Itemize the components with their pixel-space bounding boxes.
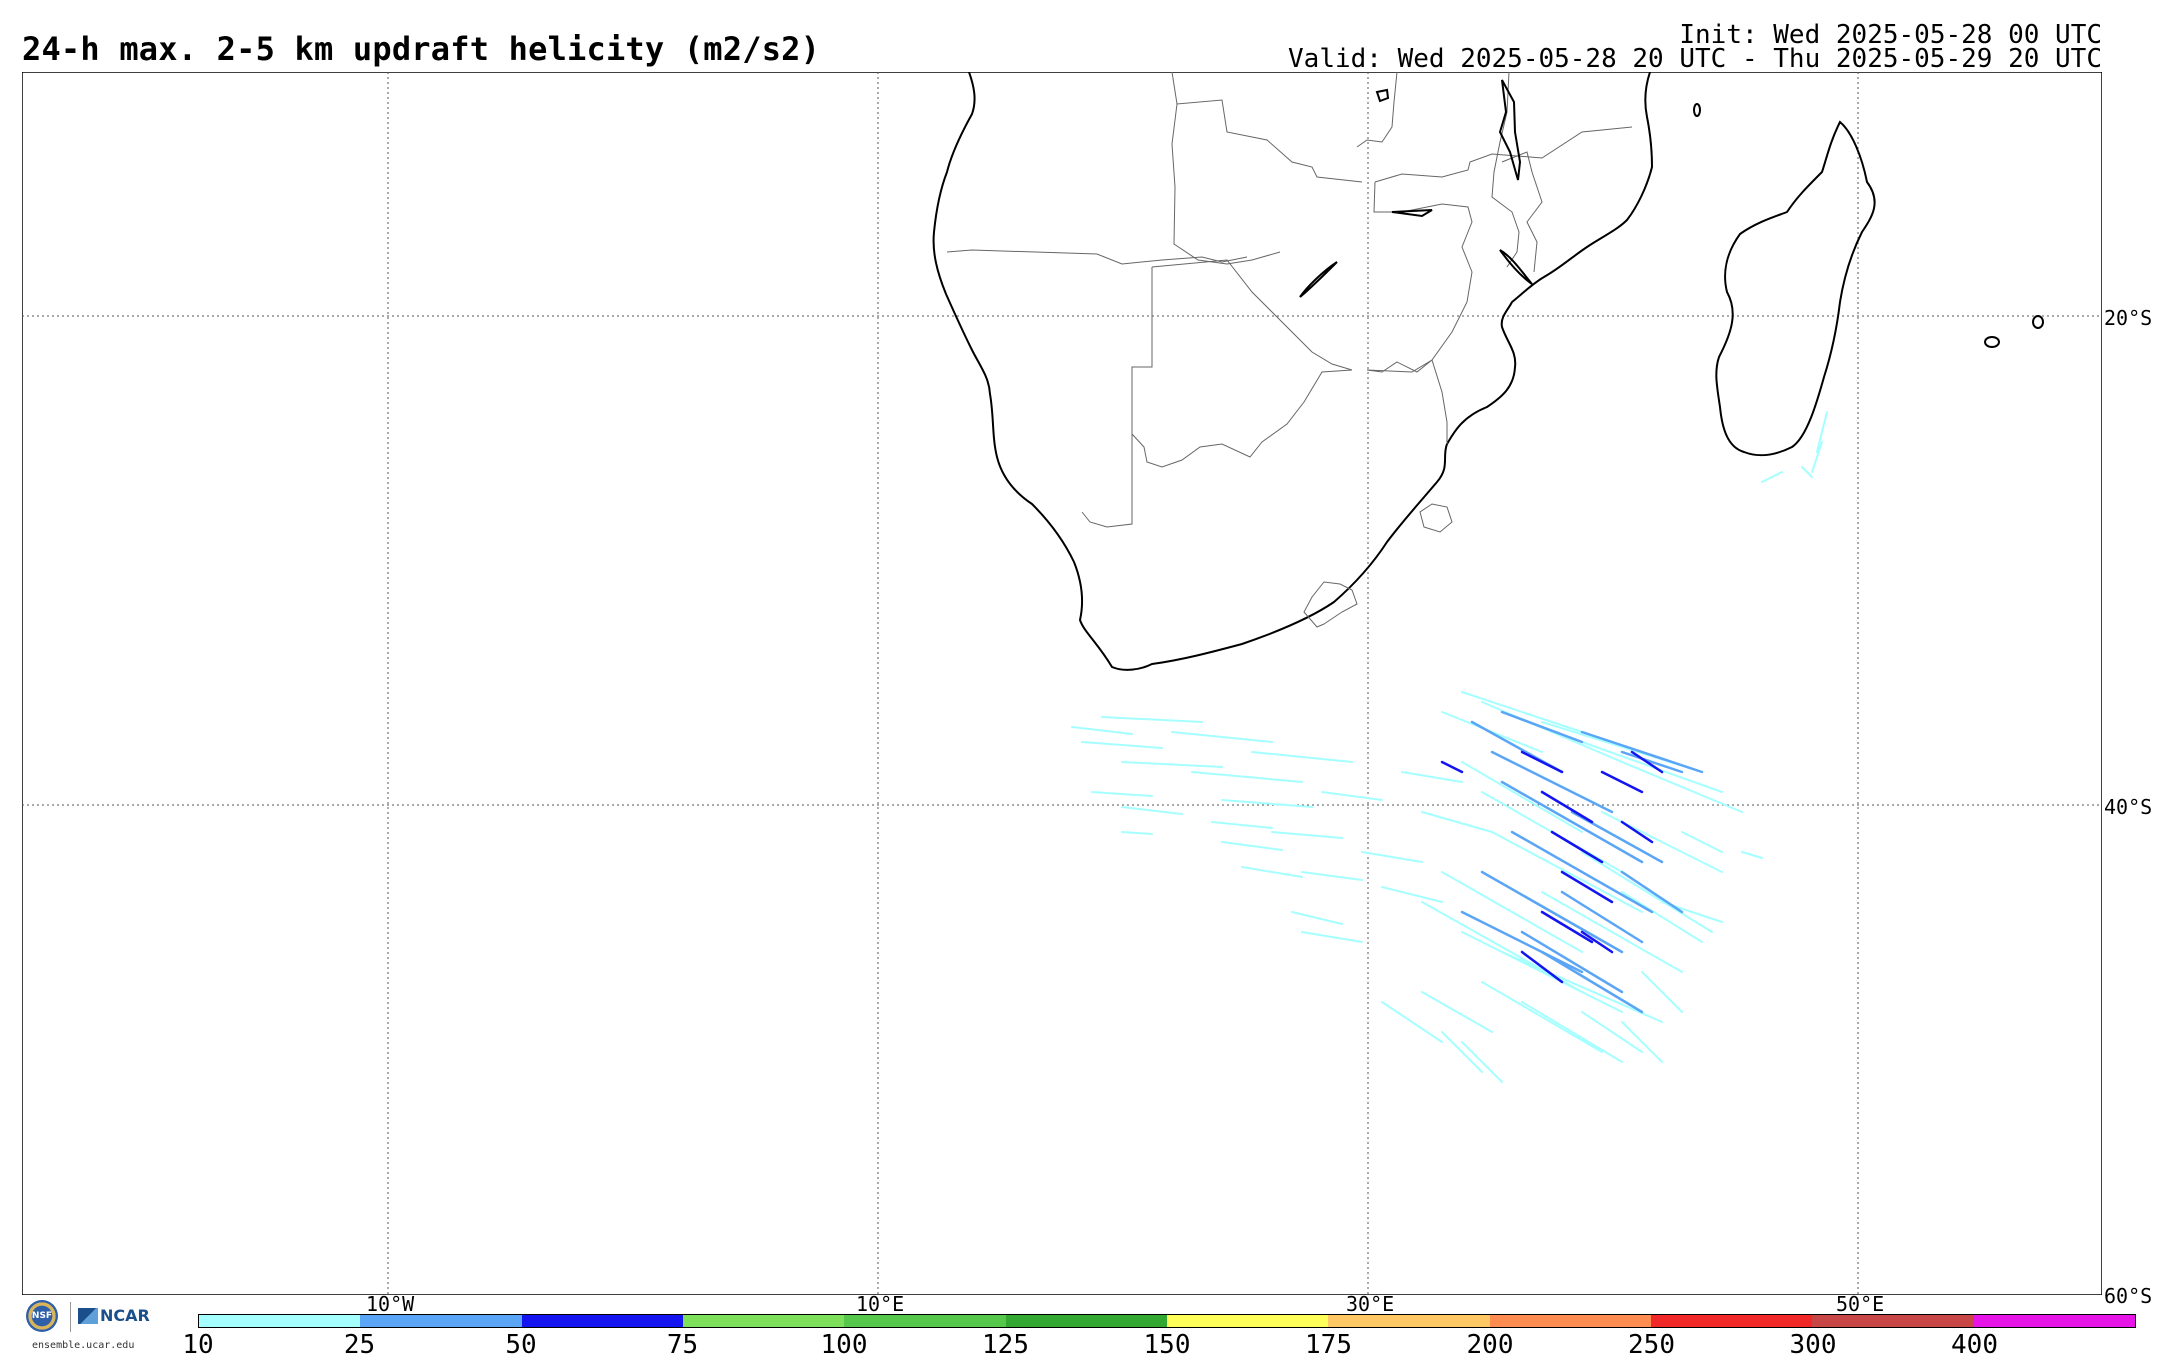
logo-divider: [70, 1302, 71, 1332]
colorbar-tick-label: 100: [820, 1330, 868, 1360]
colorbar-tick-label: 75: [666, 1330, 699, 1360]
africa-coastline: [932, 72, 1654, 671]
colorbar-tick-label: 400: [1951, 1330, 1998, 1360]
lakes: [1299, 79, 1533, 298]
ncar-logo: NCAR: [78, 1306, 150, 1325]
islands: [1693, 103, 2044, 348]
colorbar-segment: [1489, 1315, 1651, 1327]
colorbar-segment: [1328, 1315, 1490, 1327]
colorbar-segment: [360, 1315, 522, 1327]
colorbar-segment: [682, 1315, 845, 1327]
colorbar-segment: [1973, 1315, 2135, 1327]
sponsor-logos: NSF NCAR ensemble.ucar.edu: [22, 1298, 162, 1354]
map-panel: [22, 72, 2102, 1295]
colorbar-segment: [1166, 1315, 1329, 1327]
helicity-50-75: [1440, 750, 1664, 984]
helicity-10-25: [1071, 411, 1828, 1083]
colorbar-tick-label: 10: [182, 1330, 214, 1360]
map-frame: [22, 72, 2102, 1295]
colorbar-tick-label: 25: [343, 1330, 376, 1360]
helicity-swaths: [1071, 411, 1828, 1083]
colorbar-tick-label: 150: [1143, 1330, 1191, 1360]
lon-label-30e: 30°E: [1346, 1292, 1395, 1316]
colorbar-segment: [1812, 1315, 1974, 1327]
lon-label-50e: 50°E: [1836, 1292, 1885, 1316]
colorbar-tick-label: 125: [982, 1330, 1029, 1360]
colorbar-segment: [1005, 1315, 1167, 1327]
colorbar-segment: [521, 1315, 683, 1327]
lon-label-10w: 10°W: [366, 1292, 415, 1316]
graticule: [22, 72, 2102, 1295]
colorbar-segment: [199, 1315, 361, 1327]
colorbar-tick-label: 175: [1305, 1330, 1352, 1360]
ncar-wordmark: NCAR: [100, 1306, 150, 1325]
lon-label-10e: 10°E: [856, 1292, 905, 1316]
init-time: Init: Wed 2025-05-28 00 UTC: [1679, 20, 2102, 50]
colorbar-tick-label: 300: [1789, 1330, 1837, 1360]
colorbar-segment: [1650, 1315, 1813, 1327]
colorbar-segment: [844, 1315, 1006, 1327]
colorbar-tick-label: 250: [1628, 1330, 1675, 1360]
ncar-mark-icon: [78, 1307, 98, 1324]
colorbar: [198, 1314, 2136, 1328]
lat-label-40s: 40°S: [2104, 795, 2153, 819]
nsf-logo: NSF: [26, 1300, 58, 1332]
madagascar: [1715, 120, 1876, 457]
lat-label-60s: 60°S: [2104, 1284, 2153, 1308]
helicity-25-50: [1460, 710, 1704, 1014]
colorbar-tick-label: 50: [505, 1330, 537, 1360]
map-canvas: [22, 72, 2102, 1295]
map-title: 24-h max. 2-5 km updraft helicity (m2/s2…: [22, 30, 821, 68]
valid-time: Valid: Wed 2025-05-28 20 UTC - Thu 2025-…: [1288, 44, 2102, 74]
site-url: ensemble.ucar.edu: [32, 1340, 135, 1351]
colorbar-tick-label: 200: [1466, 1330, 1514, 1360]
lat-label-20s: 20°S: [2104, 306, 2153, 330]
